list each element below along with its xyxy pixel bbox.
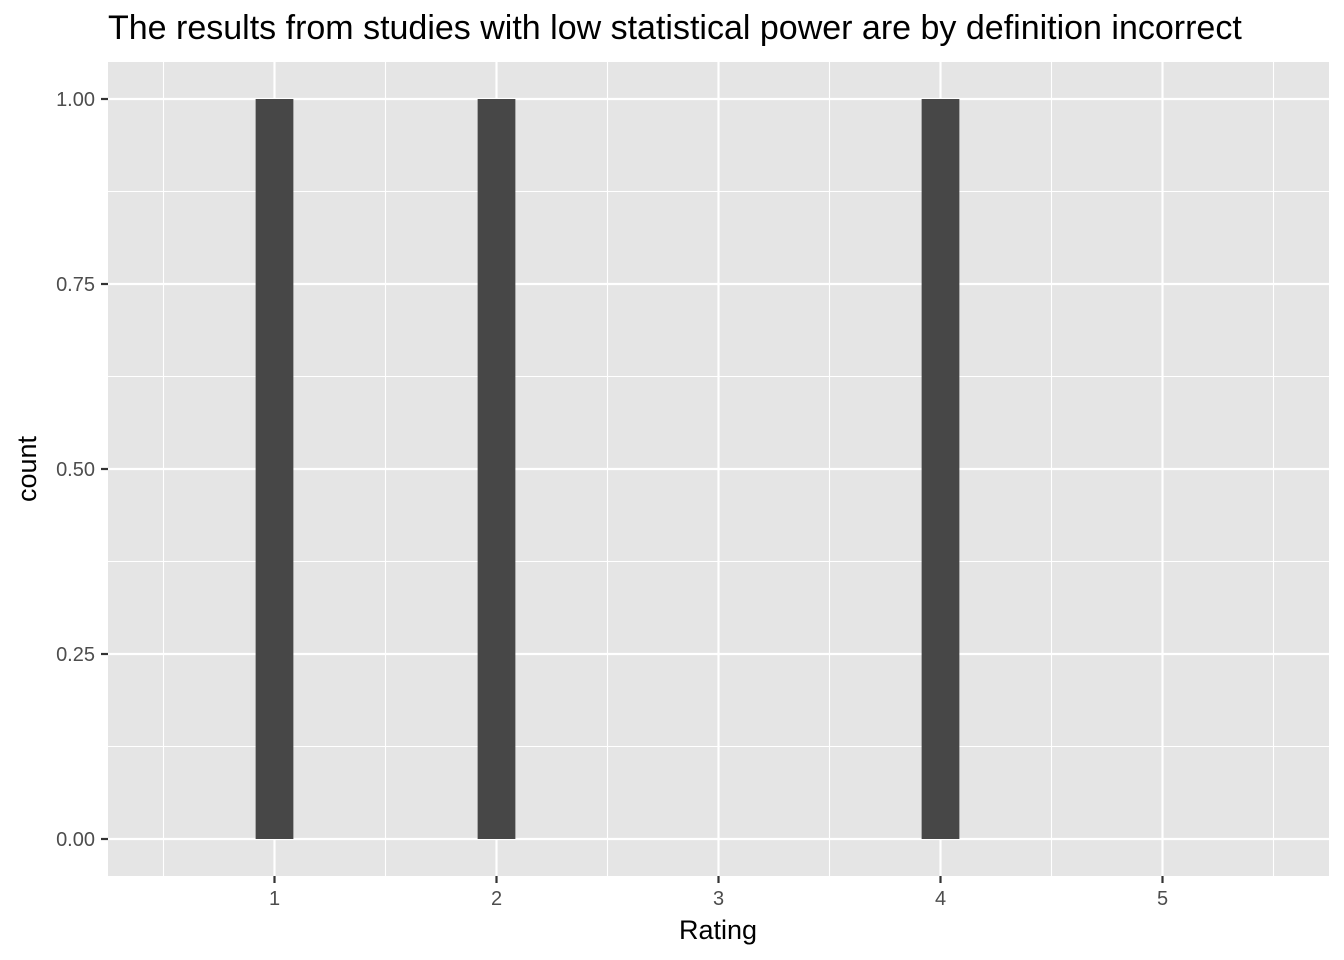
bar-rating-4 (921, 99, 960, 839)
bar-rating-2 (477, 99, 516, 839)
bar-rating-1 (255, 99, 294, 839)
y-axis-title: count (12, 435, 42, 502)
x-axis-title: Rating (679, 915, 757, 945)
x-tick-label: 4 (935, 888, 946, 910)
y-axis: 0.00 0.25 0.50 0.75 1.00 (56, 89, 108, 851)
y-tick-label: 0.25 (56, 644, 95, 666)
x-tick-label: 1 (269, 888, 280, 910)
bars (255, 99, 960, 839)
x-tick-label: 3 (713, 888, 724, 910)
y-tick-label: 0.75 (56, 274, 95, 296)
y-tick-label: 1.00 (56, 89, 95, 111)
chart-title: The results from studies with low statis… (108, 9, 1242, 47)
y-tick-label: 0.00 (56, 829, 95, 851)
x-tick-label: 2 (491, 888, 502, 910)
x-axis: 1 2 3 4 5 (269, 876, 1168, 910)
x-tick-label: 5 (1157, 888, 1168, 910)
y-tick-label: 0.50 (56, 459, 95, 481)
